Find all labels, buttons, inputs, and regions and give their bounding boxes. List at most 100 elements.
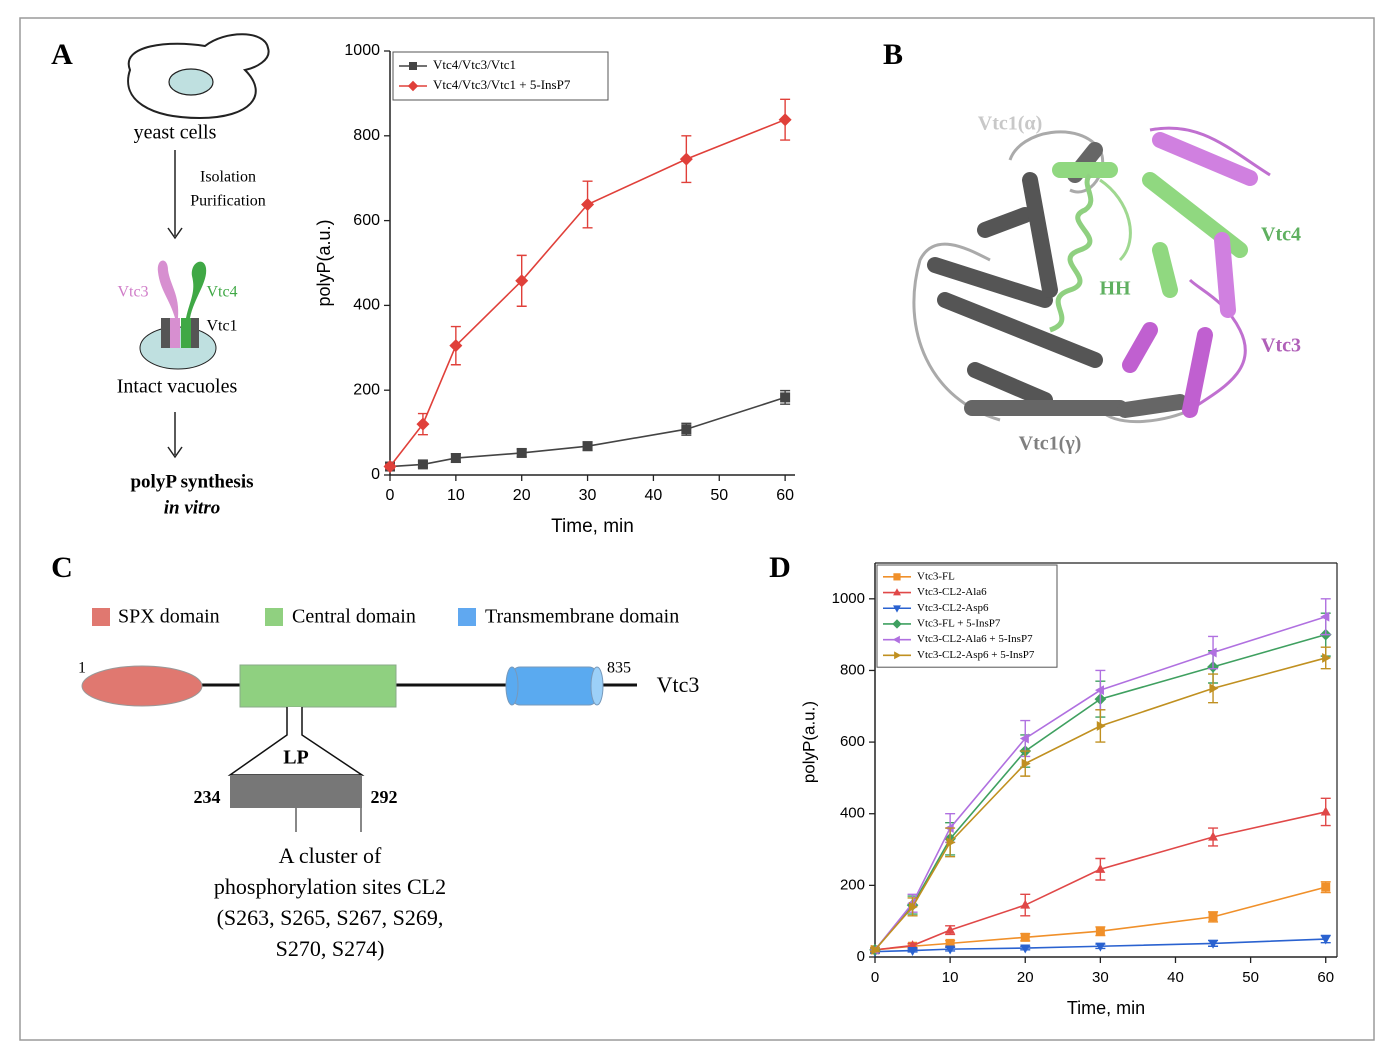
y-tick-label: 200 <box>353 381 380 398</box>
marker <box>416 417 430 431</box>
arrow-head <box>167 446 183 459</box>
marker <box>1020 944 1031 954</box>
legend-label: Vtc3-CL2-Asp6 + 5-InsP7 <box>917 649 1035 661</box>
protein-label: Vtc3 <box>657 672 700 697</box>
x-tick-label: 10 <box>447 487 465 504</box>
marker <box>1322 652 1332 663</box>
loop <box>912 242 1001 422</box>
loop-region <box>230 775 362 808</box>
y-tick-label: 800 <box>840 661 865 678</box>
structure-label: Vtc1(γ) <box>1019 433 1082 455</box>
marker <box>892 635 900 644</box>
loop-label: LP <box>283 747 309 769</box>
marker <box>515 274 529 288</box>
marker <box>1020 932 1030 942</box>
legend-label: Vtc4/Vtc3/Vtc1 <box>433 57 516 72</box>
marker <box>893 605 901 613</box>
vtc3-domain <box>157 260 179 318</box>
step-label: in vitro <box>164 497 220 518</box>
marker <box>407 80 419 92</box>
domain-map <box>81 608 637 832</box>
protein-label: Vtc3 <box>117 284 148 301</box>
marker <box>1207 647 1217 658</box>
panel-label: D <box>769 551 791 584</box>
marker <box>1208 939 1218 949</box>
tm-domain <box>511 666 598 706</box>
marker <box>945 945 956 955</box>
marker <box>946 837 956 848</box>
marker <box>417 459 428 470</box>
marker <box>383 460 397 474</box>
marker <box>1019 733 1029 744</box>
x-tick-label: 0 <box>871 969 879 986</box>
legend-box <box>392 51 609 101</box>
x-tick-label: 40 <box>645 487 663 504</box>
helix <box>1117 394 1188 418</box>
legend-label: Central domain <box>292 606 416 628</box>
protein-label: Vtc1 <box>206 318 237 335</box>
marker <box>1320 611 1330 622</box>
vtc1 <box>191 318 199 348</box>
tm-domain-end <box>590 666 604 706</box>
helix <box>1182 327 1213 418</box>
x-tick-label: 40 <box>1167 969 1184 986</box>
x-tick-label: 20 <box>1017 969 1034 986</box>
x-tick-label: 30 <box>1092 969 1109 986</box>
marker <box>908 901 918 912</box>
marker <box>516 447 527 458</box>
marker <box>1021 758 1031 769</box>
marker <box>1020 899 1031 909</box>
panel-label: C <box>51 551 73 584</box>
x-tick-label: 30 <box>579 487 597 504</box>
marker <box>1320 806 1331 816</box>
note: S270, S274) <box>276 936 385 961</box>
note: A cluster of <box>279 843 382 868</box>
marker <box>679 152 693 166</box>
y-tick-label: 0 <box>371 466 380 483</box>
note: phosphorylation sites CL2 <box>214 874 446 899</box>
vtc3-tm <box>170 318 180 348</box>
y-tick-label: 800 <box>353 127 380 144</box>
x-tick-label: 50 <box>710 487 728 504</box>
x-tick-label: 60 <box>1317 969 1334 986</box>
marker <box>1208 831 1218 841</box>
helix <box>1152 242 1178 298</box>
helix <box>1022 172 1058 298</box>
legend-label: SPX domain <box>118 606 220 628</box>
legend-label: Vtc3-CL2-Ala6 + 5-InsP7 <box>917 633 1033 645</box>
panel-label: B <box>883 38 903 71</box>
legend-label: Vtc3-CL2-Asp6 <box>917 602 989 614</box>
marker <box>1095 926 1105 936</box>
spx-domain <box>81 665 203 707</box>
legend-label: Vtc3-FL + 5-InsP7 <box>917 617 1001 629</box>
y-tick-label: 400 <box>353 297 380 314</box>
x-tick-label: 0 <box>386 487 395 504</box>
helix <box>1122 322 1158 373</box>
x-tick-label: 50 <box>1242 969 1259 986</box>
marker <box>893 573 901 581</box>
tm-domain-end <box>505 666 519 706</box>
marker <box>581 197 595 211</box>
marker <box>681 424 692 435</box>
structure <box>912 126 1271 423</box>
marker <box>945 938 955 948</box>
y-axis-label: polyP(a.u.) <box>314 219 334 306</box>
marker <box>892 619 902 629</box>
marker <box>582 441 593 452</box>
residue-label: 292 <box>371 787 398 807</box>
y-tick-label: 600 <box>840 733 865 750</box>
vtc1 <box>161 318 171 348</box>
helix <box>977 207 1033 238</box>
legend-label: Vtc3-FL <box>917 570 955 582</box>
structure-label: HH <box>1099 278 1131 300</box>
arrow-head <box>167 227 183 240</box>
step-label: polyP synthesis <box>130 471 253 492</box>
note: (S263, S265, S267, S269, <box>217 905 444 930</box>
y-tick-label: 0 <box>857 948 865 965</box>
marker <box>893 588 901 596</box>
marker <box>871 944 881 955</box>
legend-swatch <box>458 608 476 626</box>
protein-label: Vtc4 <box>206 284 237 301</box>
marker <box>780 392 791 403</box>
